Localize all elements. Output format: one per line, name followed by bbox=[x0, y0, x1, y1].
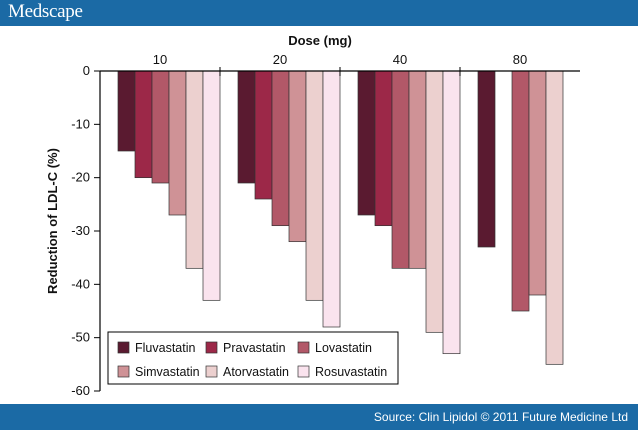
bar-simvastatin-20 bbox=[288, 70, 307, 243]
bar-atorvastatin-20 bbox=[305, 70, 324, 301]
legend-swatch-atorvastatin bbox=[205, 365, 218, 378]
legend-swatch-simvastatin bbox=[117, 365, 130, 378]
x-tick-label: 40 bbox=[393, 52, 407, 67]
y-tick-label: -20 bbox=[71, 170, 90, 185]
bar-fluvastatin-40 bbox=[357, 70, 376, 216]
legend-swatch-rosuvastatin bbox=[297, 365, 310, 378]
bar-lovastatin-20 bbox=[271, 70, 290, 227]
bar-pravastatin-20 bbox=[254, 70, 273, 200]
legend-label-simvastatin: Simvastatin bbox=[135, 365, 200, 379]
bar-pravastatin-10 bbox=[134, 70, 153, 179]
legend-swatch-lovastatin bbox=[297, 341, 310, 354]
bar-pravastatin-40 bbox=[374, 70, 393, 227]
legend-swatch-pravastatin bbox=[205, 341, 218, 354]
bar-atorvastatin-40 bbox=[425, 70, 444, 333]
x-axis-title: Dose (mg) bbox=[288, 33, 352, 48]
bar-atorvastatin-80 bbox=[545, 70, 564, 365]
legend-label-lovastatin: Lovastatin bbox=[315, 341, 372, 355]
header-bar: Medscape bbox=[0, 0, 638, 26]
x-tick-label: 20 bbox=[273, 52, 287, 67]
legend-label-pravastatin: Pravastatin bbox=[223, 341, 286, 355]
bar-rosuvastatin-10 bbox=[202, 70, 221, 301]
chart-panel: 0 -10 -20 -30 -40 -50 -60 10 20 40 80 Dose (mg) Redu… bbox=[0, 26, 638, 404]
legend-label-atorvastatin: Atorvastatin bbox=[223, 365, 289, 379]
source-credit: Source: Clin Lipidol © 2011 Future Medic… bbox=[373, 410, 628, 424]
legend-label-fluvastatin: Fluvastatin bbox=[135, 341, 195, 355]
bar-rosuvastatin-20 bbox=[322, 70, 341, 328]
y-tick-label: -40 bbox=[71, 276, 90, 291]
bar-atorvastatin-10 bbox=[185, 70, 204, 269]
y-tick-label: -30 bbox=[71, 223, 90, 238]
bar-fluvastatin-10 bbox=[117, 70, 136, 152]
legend-label-rosuvastatin: Rosuvastatin bbox=[315, 365, 387, 379]
y-axis-title: Reduction of LDL-C (%) bbox=[45, 148, 60, 294]
x-tick-label: 80 bbox=[513, 52, 527, 67]
legend-box bbox=[107, 331, 399, 385]
y-tick-label: -10 bbox=[71, 116, 90, 131]
bar-simvastatin-10 bbox=[168, 70, 187, 216]
bar-fluvastatin-20 bbox=[237, 70, 256, 184]
x-tick-label: 10 bbox=[153, 52, 167, 67]
y-tick-label: -50 bbox=[71, 330, 90, 345]
bar-simvastatin-40 bbox=[408, 70, 427, 269]
bar-fluvastatin-80 bbox=[477, 70, 496, 248]
bar-chart: 0 -10 -20 -30 -40 -50 -60 10 20 40 80 Dose (mg) Redu… bbox=[45, 33, 580, 398]
bar-rosuvastatin-40 bbox=[442, 70, 461, 355]
brand-logo: Medscape bbox=[8, 1, 83, 22]
bar-lovastatin-40 bbox=[391, 70, 410, 269]
footer-bar: Source: Clin Lipidol © 2011 Future Medic… bbox=[0, 404, 638, 430]
bar-lovastatin-10 bbox=[151, 70, 170, 184]
y-tick-label: -60 bbox=[71, 383, 90, 398]
bar-simvastatin-80 bbox=[528, 70, 547, 296]
bar-lovastatin-80 bbox=[511, 70, 530, 312]
legend-swatch-fluvastatin bbox=[117, 341, 130, 354]
y-tick-label: 0 bbox=[83, 63, 90, 78]
